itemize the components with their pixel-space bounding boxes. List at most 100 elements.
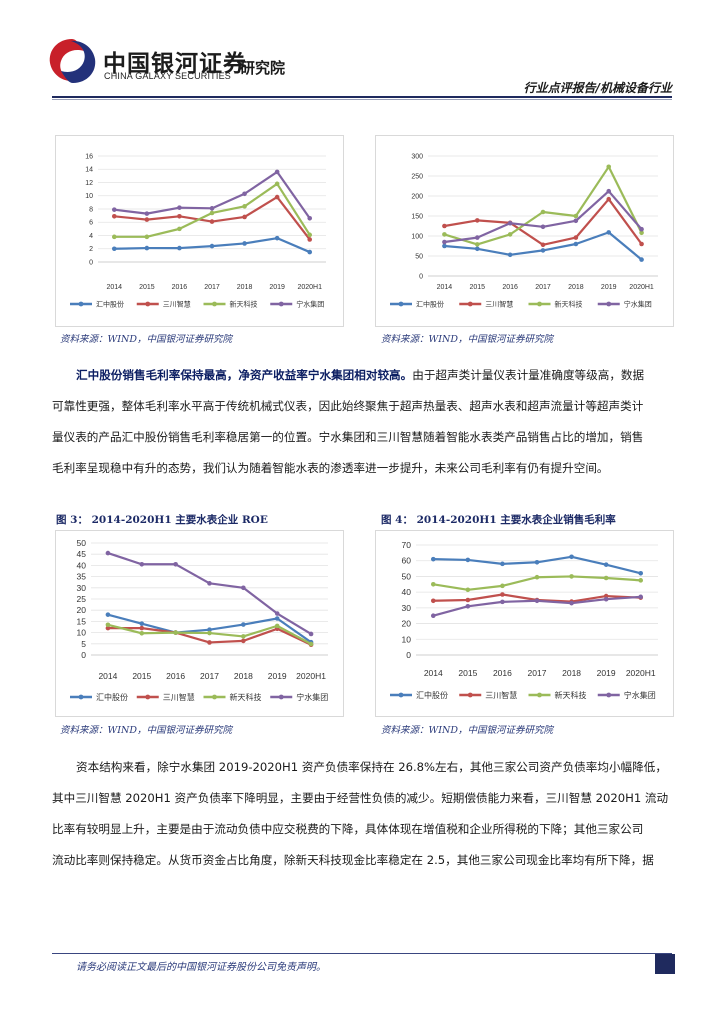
y-tick-label: 0 — [419, 273, 423, 280]
data-point — [474, 218, 480, 223]
legend-marker — [467, 301, 473, 307]
y-tick-label: 5 — [81, 639, 86, 649]
data-point — [173, 630, 178, 635]
x-tick-label: 2018 — [234, 671, 253, 681]
legend-marker — [212, 301, 217, 307]
y-tick-label: 50 — [402, 571, 412, 581]
y-tick-label: 40 — [402, 587, 412, 597]
data-point — [144, 234, 150, 240]
legend-marker — [212, 694, 217, 700]
data-point — [177, 213, 182, 219]
institute-label: 研究院 — [240, 59, 286, 77]
x-tick-label: 2018 — [568, 284, 584, 291]
data-point — [500, 592, 505, 597]
data-point — [638, 578, 644, 583]
data-point — [573, 235, 579, 240]
data-point — [430, 613, 436, 619]
x-tick-label: 2015 — [469, 284, 485, 291]
x-tick-label: 2014 — [437, 284, 453, 291]
x-tick-label: 2014 — [424, 668, 443, 678]
data-point — [105, 625, 111, 631]
data-point — [242, 241, 247, 246]
data-point — [307, 232, 313, 238]
data-point — [105, 622, 111, 628]
y-tick-label: 50 — [415, 253, 423, 260]
data-point — [241, 585, 246, 591]
data-point — [603, 562, 609, 567]
y-tick-label: 35 — [77, 572, 87, 582]
data-point — [606, 196, 612, 202]
data-point — [209, 210, 215, 216]
series-line — [444, 165, 643, 246]
data-point — [177, 205, 182, 210]
legend-marker — [145, 301, 151, 307]
header: 中国银河证券 CHINA GALAXY SECURITIES 研究院 行业点评报… — [0, 0, 724, 125]
data-point — [507, 220, 513, 226]
x-tick-label: 2016 — [166, 671, 185, 681]
data-point — [603, 593, 609, 599]
chart-gross-margin: 0 10 20 30 40 50 60 70 2014 2015 2016 2017 2018 2019 2… — [390, 540, 658, 700]
legend-marker — [398, 301, 404, 307]
data-point — [207, 627, 212, 632]
legend-label: 三川智慧 — [485, 299, 513, 308]
x-tick-label: 2014 — [98, 671, 117, 681]
data-point — [111, 213, 117, 219]
y-tick-label: 14 — [85, 167, 93, 174]
paragraph-lead: 汇中股份销售毛利率保持最高，净资产收益率宁水集团相对较高。 — [76, 368, 413, 382]
data-point — [474, 242, 480, 247]
chart-top-left: 0 2 4 6 8 10 12 14 16 2014 2015 2016 2017 2018 2019 202… — [70, 153, 326, 308]
data-point — [603, 596, 609, 602]
y-tick-label: 12 — [85, 180, 93, 187]
data-point — [274, 169, 280, 175]
x-tick-label: 2015 — [139, 284, 155, 291]
source-note: 资料来源：WIND，中国银河证券研究院 — [381, 334, 553, 345]
chart-roe-frame: 0 5 10 15 20 25 30 35 40 45 50 2014 2015 2016 2017 2018… — [55, 530, 344, 717]
data-point — [442, 239, 447, 245]
data-point — [540, 242, 546, 248]
data-point — [209, 243, 215, 249]
data-point — [534, 574, 540, 580]
legend-marker — [78, 694, 84, 700]
footer-rule — [52, 953, 672, 954]
footer-disclaimer: 请务必阅读正文最后的中国银河证券股份公司免责声明。 — [76, 962, 326, 973]
data-point — [177, 226, 182, 232]
data-point — [465, 603, 471, 609]
paragraph-capital-structure: 资本结构来看，除宁水集团 2019-2020H1 资产负债率保持在 26.8%左… — [52, 752, 672, 876]
data-point — [638, 570, 644, 576]
legend-marker — [467, 692, 473, 698]
data-point — [207, 640, 212, 645]
legend-marker — [606, 301, 612, 307]
data-point — [139, 561, 145, 567]
logo-chinese: 中国银河证券 — [103, 51, 247, 77]
data-point — [474, 246, 480, 252]
legend-label: 新天科技 — [555, 690, 587, 700]
x-tick-label: 2019 — [269, 284, 285, 291]
data-point — [139, 630, 145, 636]
chart-top-right: 0 50 100 150 200 250 300 2014 2015 2016 2017 2018 20… — [390, 153, 658, 308]
data-point — [573, 218, 579, 224]
data-point — [307, 237, 313, 242]
source-note: 资料来源：WIND，中国银河证券研究院 — [381, 725, 553, 736]
data-point — [540, 224, 546, 230]
data-point — [465, 597, 471, 603]
paragraph-line: 比率有较明显上升，主要是由于流动负债中应交税费的下降，具体体现在增值税和企业所得… — [52, 822, 644, 836]
y-tick-label: 8 — [89, 206, 93, 213]
data-point — [569, 600, 574, 606]
data-point — [430, 581, 436, 587]
legend-marker — [278, 301, 284, 307]
data-point — [474, 235, 480, 240]
data-point — [274, 235, 280, 241]
header-rule-thin — [52, 99, 672, 100]
data-point — [242, 204, 247, 209]
data-point — [307, 215, 313, 221]
figure-4-title: 图 4： 2014-2020H1 主要水表企业销售毛利率 — [381, 514, 616, 526]
x-tick-label: 2016 — [502, 284, 518, 291]
y-tick-label: 60 — [402, 556, 412, 566]
paragraph-line: 可靠性更强，整体毛利率水平高于传统机械式仪表，因此始终聚焦于超声热量表、超声水表… — [52, 399, 644, 413]
data-point — [241, 638, 246, 644]
x-tick-label: 2020H1 — [629, 284, 654, 291]
data-point — [173, 561, 178, 567]
data-point — [274, 181, 280, 187]
data-point — [105, 550, 111, 556]
